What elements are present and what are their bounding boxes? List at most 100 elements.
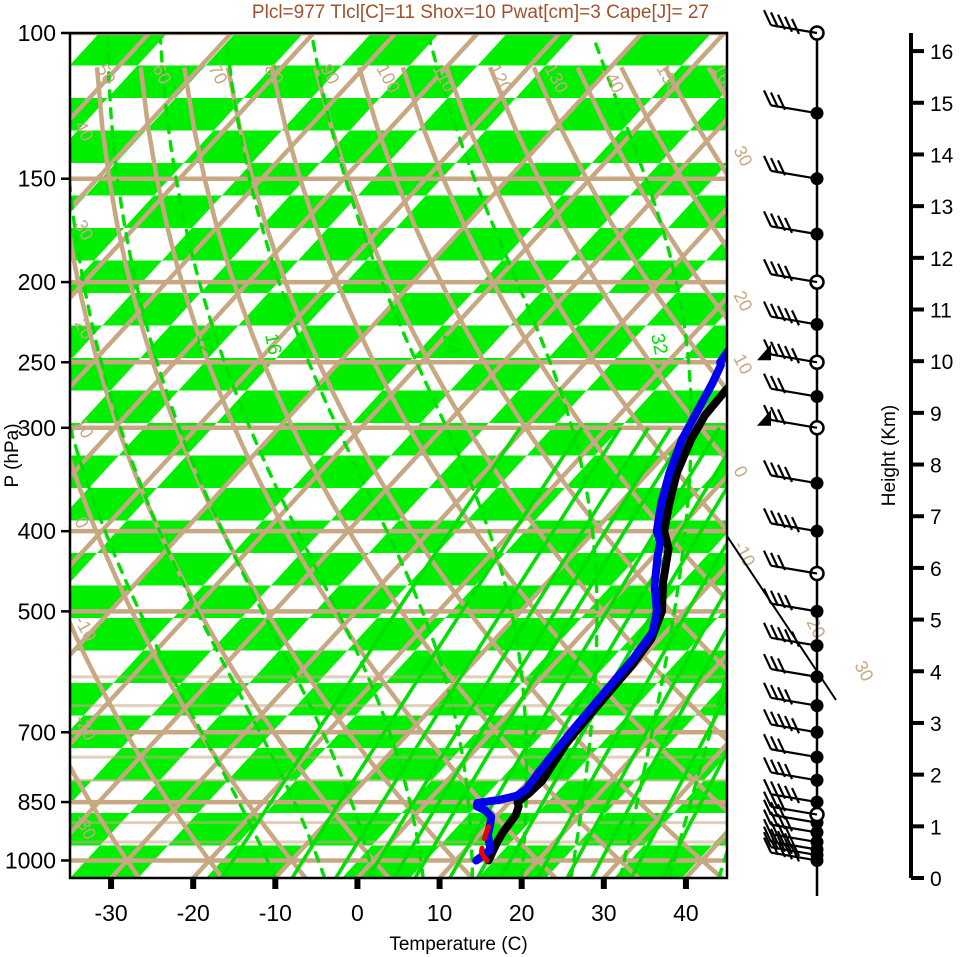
wind-barb-feather [763,258,772,275]
wind-barb-feather [770,157,779,174]
shade-cell [0,748,54,781]
shade-cell [842,228,940,261]
wind-barb-feather [777,713,786,730]
wind-barb [763,588,824,618]
moist-adiabat-line [428,38,599,878]
shade-cell [0,878,70,911]
wind-pennant-triangle [757,344,771,361]
wind-barb-feather [763,733,772,750]
wind-barb-feather [791,347,800,364]
isotherm-right-label: 10 [729,350,756,377]
moist-adiabat-group [70,38,727,878]
height-axis-title: Height (Km) [879,405,900,506]
shade-cell [0,131,10,164]
wind-barb-feather [777,738,786,755]
wind-barb [763,809,824,839]
moist-adiabat-line [592,38,694,878]
wind-barb [763,404,825,436]
dry-adiabat-line [531,66,727,394]
isotherm-line [70,33,726,748]
temperature-tick-label: 10 [427,900,453,926]
isotherm-right-label: 0 [729,462,751,480]
isotherm-line [70,33,644,659]
wind-barb-feather [770,624,779,641]
dry-adiabat-line [225,66,724,878]
wind-barb-feather [791,516,800,533]
shade-cell [183,130,282,163]
sounding-parcel-curve [479,824,491,863]
wind-barb-feather [784,628,793,645]
shade-cell [450,358,549,391]
shade-cell [690,911,788,944]
dry-adiabat-line [70,617,225,878]
shade-cell [10,911,108,944]
dry-adiabat-line [400,66,727,603]
pressure-tick-label: 150 [18,166,56,192]
wind-barb-feather [777,305,786,322]
wind-barb-feather [784,815,793,832]
shade-cell [815,553,913,586]
wind-barb-feather [763,459,772,476]
wind-barb [763,791,825,823]
height-tick-label: 0 [930,868,942,891]
shade-cell [0,488,21,521]
wind-barb-feather [770,801,779,818]
shade-cell [135,553,233,586]
wind-barb-feather [770,655,779,672]
shade-cell [951,553,961,586]
shade-cell [553,98,652,131]
shade-cell [532,195,630,228]
wind-barb-feather [791,717,800,734]
wind-barb-feather [784,838,793,855]
wind-barb-feather [763,210,772,227]
wind-barb [763,708,824,739]
wind-barb-feather [770,213,779,229]
wind-barb-feather [770,735,779,752]
shade-cell [319,130,418,163]
wind-barb-feather [763,588,772,605]
wind-barb-feather [791,840,800,857]
temperature-tick-label: -20 [177,900,210,926]
height-tick-label: 15 [930,93,953,116]
wind-barb [763,818,824,849]
height-tick-label: 2 [930,765,942,788]
wind-barb-feather [763,89,772,106]
wind-barb-feather [763,622,772,639]
dry-adiabat-line [94,67,474,878]
height-tick-label: 12 [930,248,953,271]
isotherm-right-label: 20 [729,287,756,314]
isotherm-line [70,33,398,391]
shade-cell [145,98,244,131]
shade-cell [897,391,961,424]
wind-barb-feather [763,837,772,854]
height-tick-label: 6 [930,558,942,581]
wind-barb-feather [770,375,779,392]
shade-cell [793,651,891,684]
wind-barb-feather [770,261,779,277]
wind-pennant-triangle [757,409,771,426]
wind-barb-feather [791,787,800,804]
shade-cell [505,520,603,553]
wind-barb-feather [777,408,786,425]
mixing-ratio-line [220,426,522,878]
wind-barb-feather [791,845,800,862]
wind-barb-feather [770,303,779,320]
pressure-tick-label: 850 [18,789,56,815]
shade-cell [205,33,304,66]
wind-barb [763,653,824,684]
wind-barb-feather [784,763,793,780]
shade-cell [591,130,690,163]
wind-barb-feather [784,265,793,282]
wind-barb-feather [770,462,779,479]
shade-cell [804,196,902,229]
mixing-ratio-line [590,625,727,878]
pressure-axis-title: P (hPa) [2,423,23,487]
temperature-tick-label: -30 [94,900,127,926]
shade-cell [592,943,690,957]
shade-cell [434,228,532,261]
wind-barb-feather [784,843,793,860]
mixing-ratio-label: 12 [192,332,217,357]
wind-barb-feather [777,795,786,812]
